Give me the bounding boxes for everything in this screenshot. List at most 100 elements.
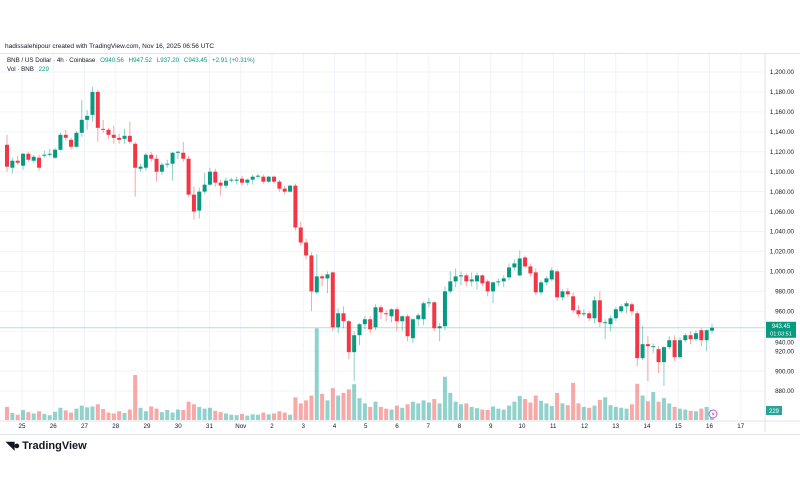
candle-body[interactable] bbox=[223, 180, 228, 186]
candle-body[interactable] bbox=[699, 330, 704, 341]
candle-body[interactable] bbox=[672, 340, 677, 358]
candle-body[interactable] bbox=[544, 278, 549, 283]
candle-body[interactable] bbox=[485, 281, 490, 292]
candle-body[interactable] bbox=[656, 349, 661, 363]
candle-body[interactable] bbox=[421, 303, 426, 320]
candle-body[interactable] bbox=[571, 296, 576, 311]
candle-body[interactable] bbox=[234, 179, 239, 181]
candle-body[interactable] bbox=[277, 181, 282, 189]
candle-body[interactable] bbox=[47, 153, 52, 155]
candle-body[interactable] bbox=[384, 313, 389, 315]
candle-body[interactable] bbox=[5, 144, 9, 167]
candle-body[interactable] bbox=[266, 176, 271, 182]
candle-body[interactable] bbox=[453, 276, 458, 282]
candle-body[interactable] bbox=[256, 175, 261, 177]
candle-body[interactable] bbox=[688, 335, 693, 340]
candle-body[interactable] bbox=[437, 326, 442, 329]
candle-body[interactable] bbox=[640, 344, 645, 359]
candle-body[interactable] bbox=[85, 115, 90, 120]
candle-body[interactable] bbox=[619, 306, 624, 312]
candle-body[interactable] bbox=[389, 309, 394, 317]
candle-body[interactable] bbox=[336, 313, 341, 328]
candle-body[interactable] bbox=[475, 275, 479, 282]
candle-body[interactable] bbox=[608, 318, 613, 325]
candle-body[interactable] bbox=[31, 156, 36, 161]
candle-body[interactable] bbox=[111, 134, 116, 138]
candle-body[interactable] bbox=[250, 176, 255, 180]
candle-body[interactable] bbox=[693, 333, 698, 340]
candle-body[interactable] bbox=[635, 313, 640, 359]
candle-body[interactable] bbox=[373, 307, 378, 328]
candle-body[interactable] bbox=[410, 319, 415, 339]
candle-body[interactable] bbox=[261, 176, 266, 182]
candle-body[interactable] bbox=[186, 158, 191, 195]
candle-body[interactable] bbox=[288, 185, 293, 192]
candle-body[interactable] bbox=[426, 302, 431, 304]
tradingview-logo[interactable]: ◥● TradingView bbox=[6, 439, 87, 453]
candle-body[interactable] bbox=[320, 276, 325, 279]
symbol-info[interactable]: BNB / US Dollar · 4h · Coinbase bbox=[7, 57, 96, 64]
candle-body[interactable] bbox=[357, 324, 362, 336]
candle-body[interactable] bbox=[133, 143, 138, 168]
candle-body[interactable] bbox=[576, 310, 581, 315]
candle-body[interactable] bbox=[346, 321, 351, 353]
candle-body[interactable] bbox=[309, 255, 314, 292]
candle-body[interactable] bbox=[304, 242, 309, 256]
candle-body[interactable] bbox=[202, 184, 207, 192]
candle-body[interactable] bbox=[37, 157, 42, 168]
candle-body[interactable] bbox=[710, 327, 714, 331]
candle-body[interactable] bbox=[74, 132, 79, 147]
candle-body[interactable] bbox=[90, 91, 95, 115]
candle-body[interactable] bbox=[603, 322, 608, 324]
candle-body[interactable] bbox=[298, 227, 303, 243]
candle-body[interactable] bbox=[314, 276, 319, 293]
candle-body[interactable] bbox=[15, 160, 20, 163]
candle-body[interactable] bbox=[448, 281, 453, 292]
candle-body[interactable] bbox=[528, 266, 533, 274]
candle-body[interactable] bbox=[175, 151, 180, 153]
candle-body[interactable] bbox=[400, 316, 405, 322]
candle-body[interactable] bbox=[368, 319, 373, 330]
candle-body[interactable] bbox=[405, 316, 410, 337]
candle-body[interactable] bbox=[624, 303, 629, 307]
candle-body[interactable] bbox=[442, 291, 447, 327]
candle-body[interactable] bbox=[26, 153, 31, 160]
candle-body[interactable] bbox=[117, 137, 122, 140]
candle-body[interactable] bbox=[21, 153, 26, 166]
candle-body[interactable] bbox=[138, 166, 143, 169]
candle-body[interactable] bbox=[245, 179, 250, 183]
candle-body[interactable] bbox=[496, 281, 501, 283]
candle-body[interactable] bbox=[533, 272, 538, 293]
candle-body[interactable] bbox=[507, 267, 512, 278]
candle-body[interactable] bbox=[143, 154, 148, 168]
candle-body[interactable] bbox=[480, 275, 485, 284]
candle-body[interactable] bbox=[629, 304, 634, 312]
candle-body[interactable] bbox=[127, 135, 132, 142]
candle-body[interactable] bbox=[565, 291, 570, 295]
candle-body[interactable] bbox=[154, 158, 159, 172]
candle-body[interactable] bbox=[218, 182, 223, 186]
candle-body[interactable] bbox=[597, 300, 602, 323]
candle-body[interactable] bbox=[10, 160, 15, 168]
candle-body[interactable] bbox=[458, 275, 463, 277]
candle-body[interactable] bbox=[159, 164, 164, 172]
candle-body[interactable] bbox=[416, 315, 421, 320]
candle-body[interactable] bbox=[229, 179, 234, 181]
candle-body[interactable] bbox=[464, 275, 469, 282]
candle-body[interactable] bbox=[58, 134, 63, 150]
candle-body[interactable] bbox=[69, 139, 74, 147]
candle-body[interactable] bbox=[613, 309, 618, 319]
candle-body[interactable] bbox=[191, 194, 196, 212]
candle-body[interactable] bbox=[517, 258, 522, 276]
candle-body[interactable] bbox=[549, 270, 554, 280]
candle-body[interactable] bbox=[501, 278, 506, 282]
candle-body[interactable] bbox=[394, 309, 399, 322]
candle-body[interactable] bbox=[378, 307, 383, 313]
candle-body[interactable] bbox=[469, 279, 474, 282]
candle-body[interactable] bbox=[149, 154, 154, 159]
candle-body[interactable] bbox=[330, 272, 335, 328]
candle-body[interactable] bbox=[352, 335, 357, 353]
candle-body[interactable] bbox=[197, 191, 202, 211]
candle-body[interactable] bbox=[362, 319, 367, 325]
